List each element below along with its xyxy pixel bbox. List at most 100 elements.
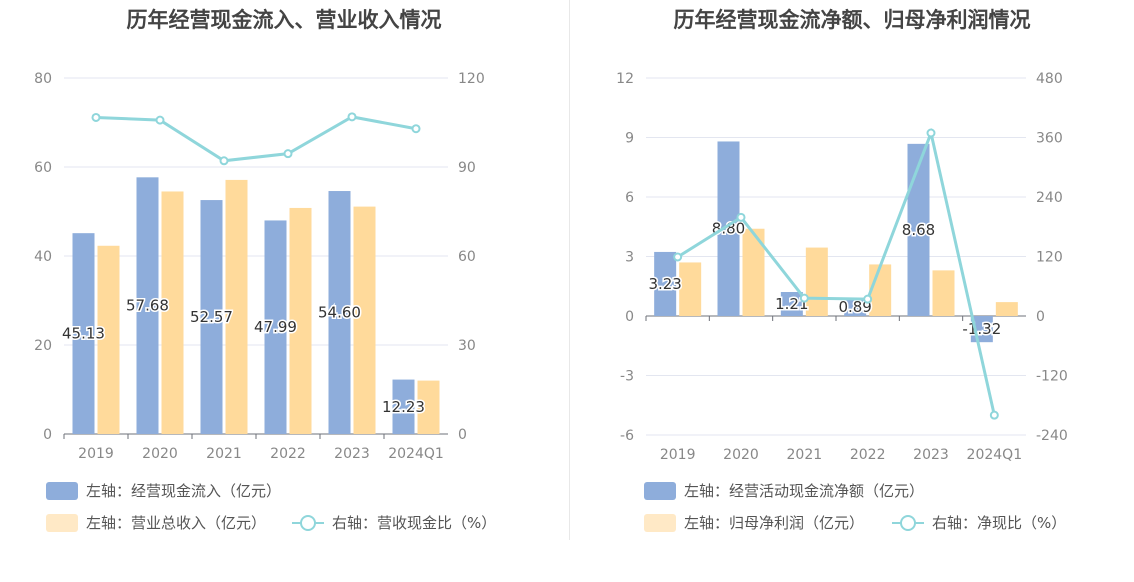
left-chart-data-label: 57.68 [126,297,169,315]
right-chart-left-tick-label: 9 [625,131,634,147]
right-chart-line-point [736,212,746,222]
left-chart-right-tick-label: 120 [458,71,485,87]
right-chart-right-tick-label: 480 [1036,71,1063,87]
left-chart-right-tick-label: 90 [458,160,476,176]
legend-swatch-revenue [46,513,78,532]
left-chart-bar-series-2 [161,191,184,434]
left-chart-bar-series-1 [72,233,95,434]
legend-swatch-cash-inflow [46,481,78,500]
right-chart-bar-series-1 [717,141,740,316]
legend-item-cash-revenue-ratio[interactable]: 右轴：营收现金比（%） [292,512,496,533]
chart-panel-right: 历年经营现金流净额、归母净利润情况 -6 -240 -3 -120 0 0 3 120 6 240… [570,0,1134,582]
right-chart-left-tick-label: -3 [620,369,634,385]
right-chart-left-tick-label: 6 [625,190,634,206]
legend-label-net-profit: 左轴：归母净利润（亿元） [684,514,865,532]
right-chart-line-point [863,294,873,304]
left-chart-left-tick-label: 0 [43,427,52,443]
right-chart-line-point [926,128,936,138]
right-chart-line-point [799,293,809,303]
left-chart-bar-series-2 [417,380,440,434]
legend-label-cash-inflow: 左轴：经营现金流入（亿元） [86,482,282,500]
right-chart-x-tick-label: 2023 [913,447,949,463]
left-chart-left-tick-label: 80 [34,71,52,87]
left-chart-x-tick-label: 2019 [78,446,114,462]
right-chart-left-tick-label: -6 [620,428,634,444]
legend-item-net-cash-ratio[interactable]: 右轴：净现比（%） [892,512,1066,533]
legend-swatch-net-profit [644,513,676,532]
right-chart-right-tick-label: 0 [1036,309,1045,325]
left-chart-line-point [219,156,229,166]
left-chart-bar-series-1 [136,177,159,434]
panel-divider [569,0,570,540]
legend-label-cash-revenue-ratio: 右轴：营收现金比（%） [332,514,497,532]
chart-title-left: 历年经营现金流入、营业收入情况 [126,8,442,32]
left-chart-data-label: 47.99 [254,318,297,336]
right-chart-bar-series-2 [679,262,702,316]
right-chart-bar-series-1 [907,143,930,316]
left-chart-bar-series-2 [97,245,120,434]
right-chart-right-tick-label: 240 [1036,190,1063,206]
legend-item-revenue[interactable]: 左轴：营业总收入（亿元） [46,512,266,533]
left-chart-line-point [411,124,421,134]
right-chart-bar-series-1 [844,298,867,316]
right-chart-line-point [989,410,999,420]
right-chart-bar-series-1 [654,251,677,316]
left-chart-bar-series-1 [328,191,351,434]
right-chart-bar-series-1 [780,292,803,316]
right-chart-right-tick-label: 360 [1036,131,1063,147]
right-chart-x-tick-label: 2021 [787,447,823,463]
right-chart-x-tick-label: 2019 [660,447,696,463]
legend-swatch-net-cash-flow [644,481,676,500]
right-chart-right-tick-label: 120 [1036,250,1063,266]
left-chart-bar-series-2 [289,207,312,434]
left-chart-bar-series-2 [353,206,376,434]
left-chart-line-point [155,115,165,125]
chart-panel-left: 历年经营现金流入、营业收入情况 0 0 20 30 40 60 60 90 80 120 2019 2… [34,8,496,533]
right-chart-right-tick-label: -120 [1036,369,1068,385]
left-chart-bar-series-1 [264,220,287,434]
left-chart-right-tick-label: 30 [458,338,476,354]
left-chart-right-tick-label: 60 [458,249,476,265]
right-chart-line-series [676,127,996,416]
left-chart-line-point [283,149,293,159]
legend-item-net-cash-flow[interactable]: 左轴：经营活动现金流净额（亿元） [644,480,924,501]
left-chart-bar-series-1 [392,379,415,434]
right-chart-left-tick-label: 0 [625,309,634,325]
right-chart-right-tick-label: -240 [1036,428,1068,444]
left-chart-x-tick-label: 2021 [206,446,242,462]
left-chart-left-tick-label: 60 [34,160,52,176]
left-chart-left-tick-label: 20 [34,338,52,354]
left-chart-data-label: 52.57 [190,308,233,326]
right-chart-data-label: 8.68 [902,221,935,239]
legend-item-cash-inflow[interactable]: 左轴：经营现金流入（亿元） [46,480,281,501]
left-chart-line-point [347,112,357,122]
left-chart-x-tick-label: 2024Q1 [388,446,444,462]
right-chart-bar-series-2 [805,247,828,316]
right-chart-data-label: -1.32 [962,320,1001,338]
right-chart-left-tick-label: 3 [625,250,634,266]
chart-title-right: 历年经营现金流净额、归母净利润情况 [673,8,1031,32]
left-chart-line-series [95,115,417,163]
left-chart-data-label: 12.23 [382,398,425,416]
right-chart-x-tick-label: 2020 [723,447,759,463]
left-chart-x-tick-label: 2022 [270,446,306,462]
left-chart-line-point [91,112,101,122]
left-chart-right-tick-label: 0 [458,427,467,443]
right-chart-x-tick-label: 2024Q1 [967,447,1023,463]
legend-item-net-profit[interactable]: 左轴：归母净利润（亿元） [644,512,864,533]
right-chart-data-label: 3.23 [648,275,681,293]
right-chart-x-tick-label: 2022 [850,447,886,463]
left-chart-bar-series-2 [225,179,248,434]
left-chart-x-tick-label: 2023 [334,446,370,462]
legend-label-net-cash-flow: 左轴：经营活动现金流净额（亿元） [684,482,925,500]
right-chart-bar-series-2 [932,270,955,316]
left-chart-bar-series-1 [200,200,223,434]
chart-left: 0 0 20 30 40 60 60 90 80 120 2019 2020 2021 2022 2023 2… [34,71,485,462]
right-chart-left-tick-label: 12 [616,71,634,87]
legend-line-icon-net-cash-ratio [892,514,924,532]
left-chart-data-label: 54.60 [318,304,361,322]
legend-label-net-cash-ratio: 右轴：净现比（%） [932,514,1067,532]
left-chart-left-tick-label: 40 [34,249,52,265]
legend-label-revenue: 左轴：营业总收入（亿元） [86,514,267,532]
